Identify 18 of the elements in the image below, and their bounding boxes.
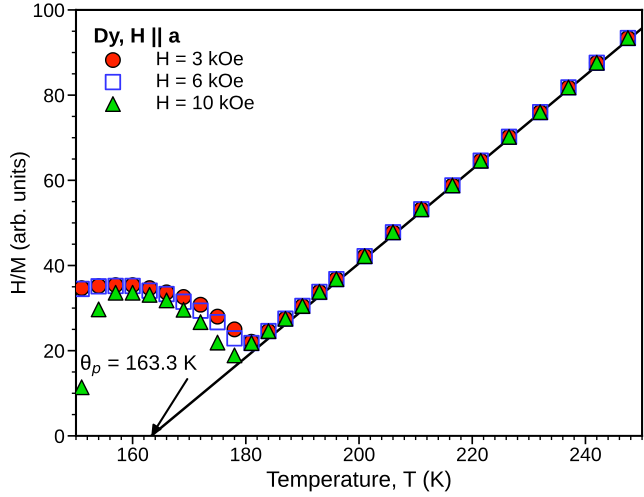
legend-title: Dy, H || a <box>94 27 180 48</box>
x-tick-label: 180 <box>231 447 262 462</box>
legend-label: H = 6 kOe <box>157 73 243 88</box>
x-tick-label: 160 <box>118 447 148 462</box>
x-axis-title: Temperature, T (K) <box>266 470 450 492</box>
y-tick-label: 80 <box>44 88 64 102</box>
x-tick-label: 200 <box>344 447 374 462</box>
x-tick-label: 240 <box>570 447 601 462</box>
y-axis-title: H/M (arb. units) <box>10 152 30 293</box>
y-tick-label: 100 <box>34 3 64 18</box>
legend-label: H = 3 kOe <box>157 51 243 66</box>
y-tick-label: 40 <box>44 258 64 273</box>
annotation: θ$_{p}$ = 163.3 K <box>81 354 197 376</box>
x-tick-label: 220 <box>457 447 488 462</box>
y-tick-label: 0 <box>54 429 64 444</box>
y-tick-label: 20 <box>44 344 64 358</box>
y-tick-label: 60 <box>44 174 64 188</box>
legend-label: H = 10 kOe <box>157 95 254 110</box>
